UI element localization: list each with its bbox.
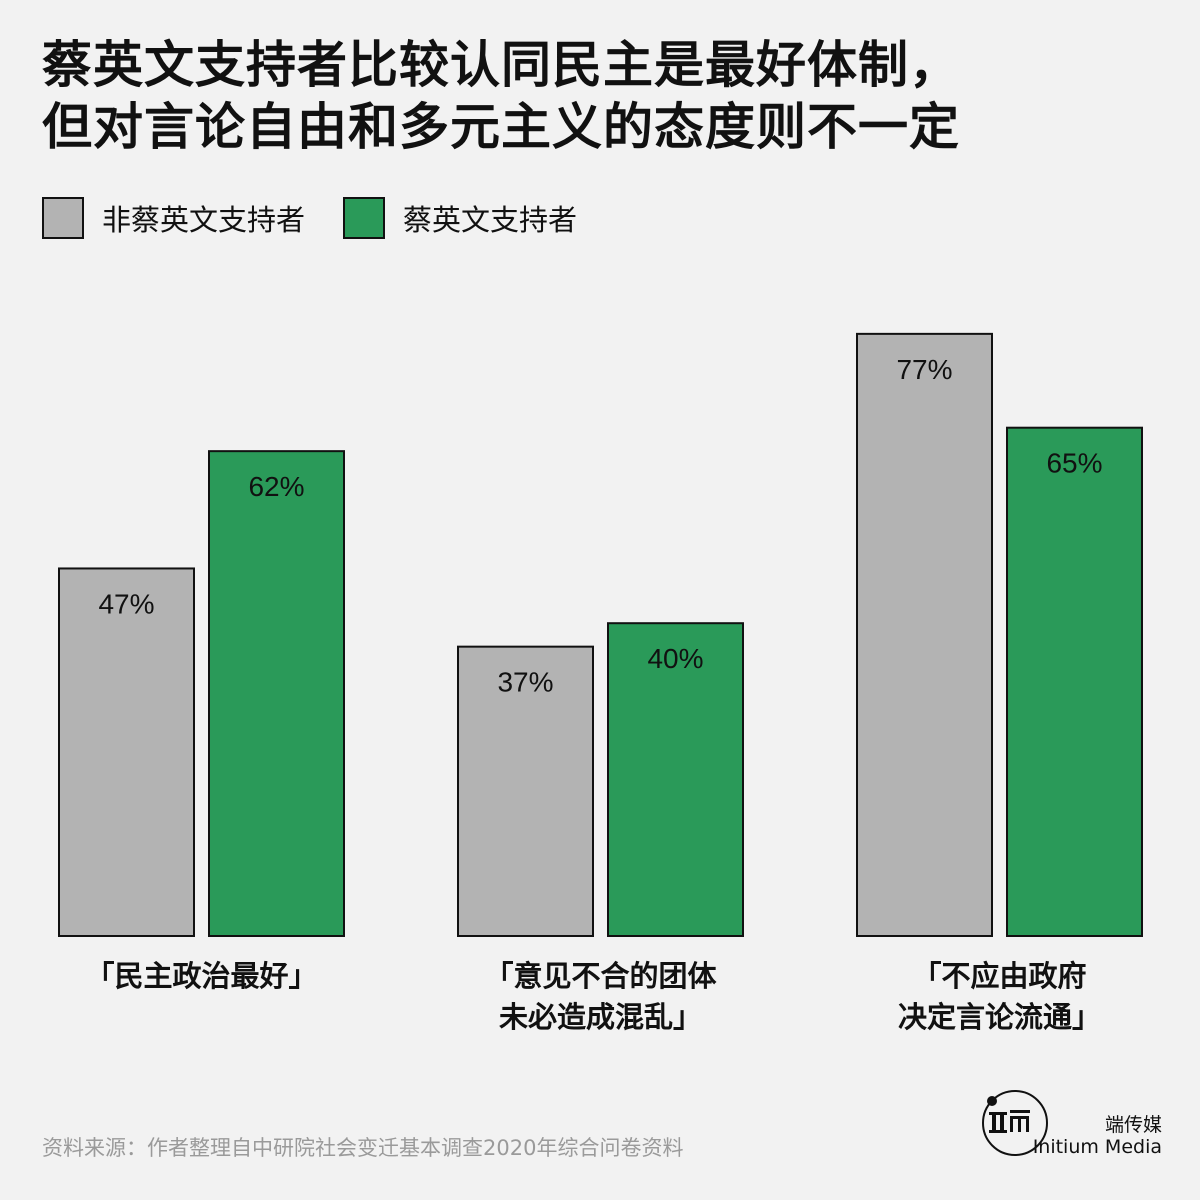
chart-title-line-1: 蔡英文支持者比较认同民主是最好体制， bbox=[42, 36, 960, 94]
legend-label-supporters: 蔡英文支持者 bbox=[403, 203, 578, 237]
source-note: 资料来源：作者整理自中研院社会变迁基本调查2020年综合问卷资料 bbox=[42, 1136, 684, 1160]
category-label-2-line-0: 「不应由政府 bbox=[912, 959, 1087, 993]
brand-block: 端传媒 Initium Media bbox=[980, 1082, 1166, 1162]
bar-series-0-category-0 bbox=[58, 567, 195, 938]
chart-title-line-2: 但对言论自由和多元主义的态度则不一定 bbox=[42, 98, 960, 156]
category-label-0: 「民主政治最好」 bbox=[52, 956, 352, 997]
bar-series-0-category-1 bbox=[457, 645, 594, 937]
category-label-1-line-0: 「意见不合的团体 bbox=[484, 959, 717, 993]
legend-item-supporters: 蔡英文支持者 bbox=[343, 197, 577, 239]
chart-title: 蔡英文支持者比较认同民主是最好体制， 但对言论自由和多元主义的态度则不一定 bbox=[42, 34, 1162, 158]
chart-legend: 非蔡英文支持者 蔡英文支持者 bbox=[42, 196, 615, 240]
data-label-series-0-category-0: 47% bbox=[98, 588, 154, 619]
bar-series-1-category-1 bbox=[607, 622, 744, 937]
legend-swatch-non-supporters bbox=[42, 197, 84, 239]
category-label-1: 「意见不合的团体 未必造成混乱」 bbox=[451, 956, 751, 1038]
data-label-series-0-category-1: 37% bbox=[497, 667, 553, 698]
bar-series-1-category-0 bbox=[208, 450, 345, 937]
bar-series-0-category-2 bbox=[856, 332, 993, 937]
data-label-series-0-category-2: 77% bbox=[896, 354, 952, 385]
category-label-2-line-1: 决定言论流通」 bbox=[897, 1000, 1101, 1034]
brand-name-cn: 端传媒 bbox=[1104, 1114, 1162, 1136]
bar-series-1-category-2 bbox=[1006, 426, 1143, 937]
data-label-series-1-category-1: 40% bbox=[647, 643, 703, 674]
brand-name-en: Initium Media bbox=[1032, 1136, 1162, 1158]
initium-logo-icon bbox=[982, 1090, 1048, 1156]
data-label-series-1-category-0: 62% bbox=[248, 471, 304, 502]
category-label-0-line-0: 「民主政治最好」 bbox=[85, 959, 318, 993]
category-label-2: 「不应由政府 决定言论流通」 bbox=[850, 956, 1150, 1038]
legend-swatch-supporters bbox=[343, 197, 386, 239]
legend-label-non-supporters: 非蔡英文支持者 bbox=[102, 203, 306, 237]
data-label-series-1-category-2: 65% bbox=[1046, 448, 1102, 479]
category-label-1-line-1: 未必造成混乱」 bbox=[498, 1000, 702, 1034]
legend-item-non-supporters: 非蔡英文支持者 bbox=[42, 197, 305, 239]
